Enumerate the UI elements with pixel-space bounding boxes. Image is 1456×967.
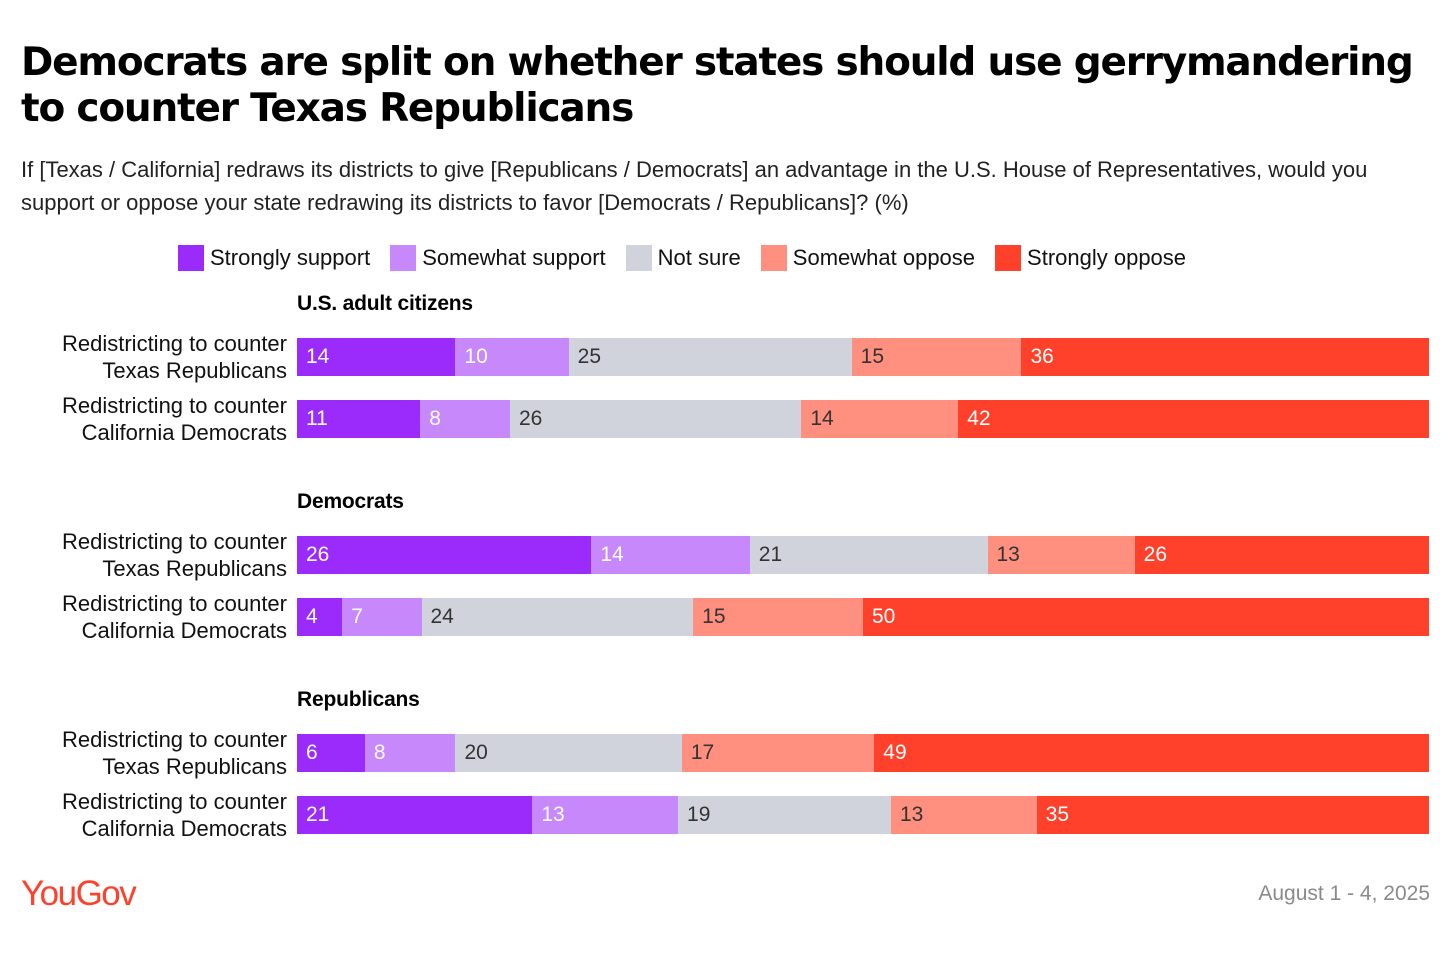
bar-row: 14 10 25 15 36 (297, 338, 1429, 376)
bar-row: 6 8 20 17 49 (297, 734, 1429, 772)
group-label: Democrats (297, 490, 404, 513)
bar-segment-strongly-oppose: 49 (874, 734, 1429, 772)
group-label: Republicans (297, 688, 420, 711)
bar-segment-strongly-oppose: 35 (1036, 796, 1429, 834)
row-label: Redistricting to counter Texas Republican… (0, 528, 287, 582)
legend-swatch (390, 245, 417, 271)
legend-label: Somewhat oppose (792, 245, 976, 270)
legend-swatch (760, 245, 787, 271)
legend-label: Strongly oppose (1027, 245, 1187, 270)
legend-item-strongly-oppose: Strongly oppose (995, 245, 1186, 271)
bar-segment-somewhat-support: 14 (591, 536, 750, 574)
legend-swatch (178, 245, 204, 271)
bar-segment-strongly-support: 26 (297, 536, 592, 574)
row-label: Redistricting to counter California Democ… (0, 788, 287, 842)
row-label: Redistricting to counter Texas Republican… (0, 726, 287, 780)
legend-swatch (625, 245, 652, 271)
legend-item-somewhat-support: Somewhat support (390, 245, 606, 271)
row-label: Redistricting to counter California Democ… (0, 392, 287, 446)
row-label-line: Redistricting to counter (62, 331, 287, 356)
survey-date: August 1 - 4, 2025 (1258, 882, 1430, 905)
bar-segment-not-sure: 25 (568, 338, 852, 376)
legend-item-somewhat-oppose: Somewhat oppose (760, 245, 976, 271)
row-label-line: Redistricting to counter (62, 529, 287, 554)
bar-segment-not-sure: 24 (421, 598, 694, 636)
bar-segment-strongly-support: 21 (297, 796, 533, 834)
bar-segment-strongly-oppose: 42 (958, 400, 1429, 438)
bar-segment-not-sure: 19 (678, 796, 891, 834)
bar-segment-somewhat-support: 10 (455, 338, 569, 376)
bar-segment-somewhat-oppose: 13 (890, 796, 1037, 834)
bar-row: 4 7 24 15 50 (297, 598, 1429, 636)
row-label-line: Texas Republicans (102, 556, 287, 581)
bar-segment-somewhat-support: 8 (420, 400, 510, 438)
bar-row: 26 14 21 13 26 (297, 536, 1429, 574)
row-label-line: Redistricting to counter (62, 789, 287, 814)
bar-segment-somewhat-oppose: 17 (681, 734, 875, 772)
row-label: Redistricting to counter Texas Republican… (0, 330, 287, 384)
bar-segment-strongly-support: 14 (297, 338, 456, 376)
bar-segment-somewhat-support: 13 (532, 796, 679, 834)
row-label-line: Texas Republicans (102, 358, 287, 383)
bar-segment-somewhat-support: 8 (364, 734, 456, 772)
legend-label: Strongly support (210, 245, 371, 270)
bar-segment-somewhat-oppose: 13 (987, 536, 1135, 574)
row-label-line: Redistricting to counter (62, 727, 287, 752)
bar-segment-somewhat-oppose: 15 (851, 338, 1022, 376)
row-label-line: California Democrats (81, 420, 287, 445)
legend-swatch (995, 245, 1022, 271)
yougov-logo: YouGov (21, 874, 137, 913)
legend-label: Not sure (657, 245, 741, 270)
legend-item-not-sure: Not sure (625, 245, 741, 271)
bar-segment-not-sure: 26 (509, 400, 802, 438)
bar-row: 11 8 26 14 42 (297, 400, 1429, 438)
bar-segment-strongly-oppose: 26 (1134, 536, 1429, 574)
bar-segment-somewhat-oppose: 15 (693, 598, 863, 636)
row-label-line: Redistricting to counter (62, 393, 287, 418)
bar-segment-somewhat-oppose: 14 (801, 400, 959, 438)
bar-segment-somewhat-support: 7 (342, 598, 422, 636)
bar-segment-strongly-support: 11 (297, 400, 421, 438)
row-label-line: Redistricting to counter (62, 591, 287, 616)
row-label-line: California Democrats (81, 816, 287, 841)
legend-label: Somewhat support (422, 245, 606, 270)
bar-segment-not-sure: 20 (455, 734, 682, 772)
chart-title: Democrats are split on whether states sh… (21, 40, 1414, 131)
bar-segment-not-sure: 21 (749, 536, 988, 574)
bar-segment-strongly-support: 4 (297, 598, 343, 636)
chart-legend: Strongly support Somewhat support Not sure… (178, 242, 1206, 274)
bar-row: 21 13 19 13 35 (297, 796, 1429, 834)
group-label: U.S. adult citizens (297, 292, 473, 315)
row-label-line: California Democrats (81, 618, 287, 643)
bar-segment-strongly-support: 6 (297, 734, 365, 772)
legend-item-strongly-support: Strongly support (178, 245, 370, 271)
chart-subtitle: If [Texas / California] redraws its dist… (21, 157, 1368, 215)
bar-segment-strongly-oppose: 50 (862, 598, 1429, 636)
row-label: Redistricting to counter California Democ… (0, 590, 287, 644)
bar-segment-strongly-oppose: 36 (1021, 338, 1429, 376)
row-label-line: Texas Republicans (102, 754, 287, 779)
